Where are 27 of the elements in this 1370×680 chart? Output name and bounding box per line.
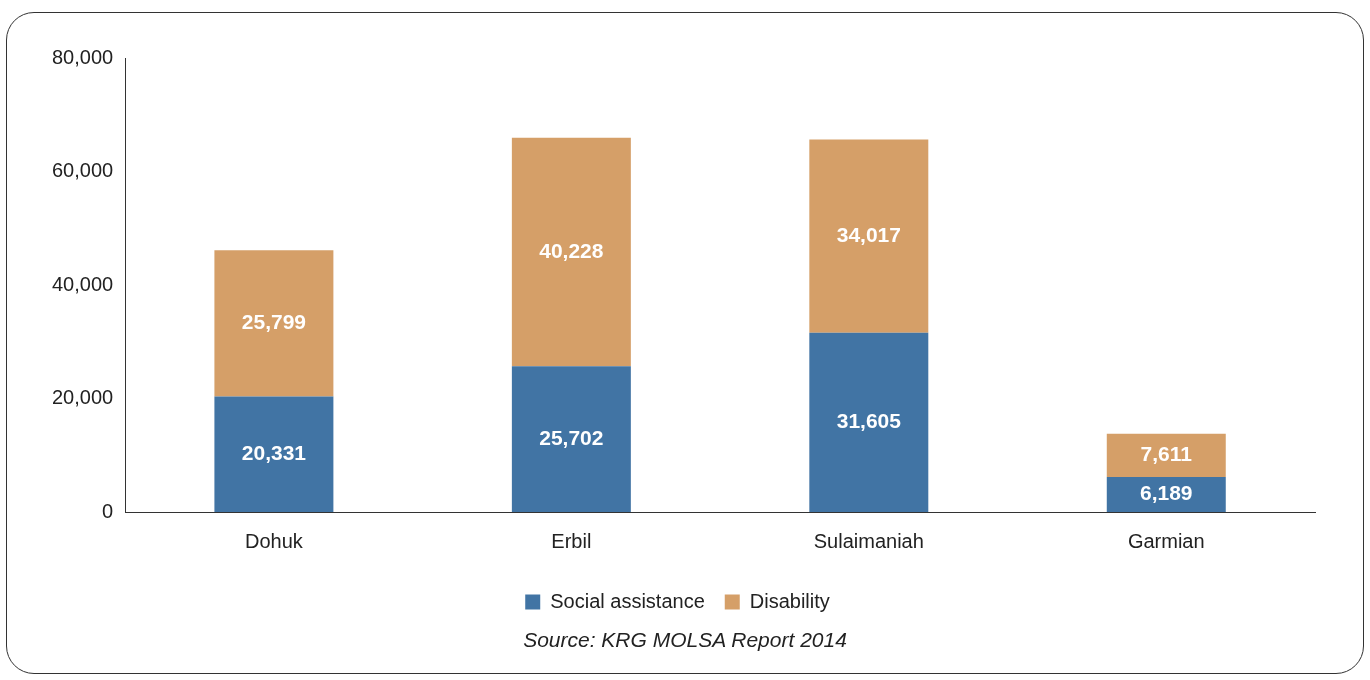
y-tick-label: 80,000 (52, 45, 114, 68)
y-tick-label: 20,000 (52, 386, 114, 409)
source-note: Source: KRG MOLSA Report 2014 (523, 627, 847, 651)
bar (214, 396, 334, 512)
x-tick-label: Sulaimaniah (813, 529, 924, 552)
data-label: 25,702 (539, 425, 604, 449)
y-tick-label: 60,000 (52, 159, 114, 182)
data-label: 31,605 (836, 409, 902, 433)
bar (809, 332, 929, 512)
bar (511, 137, 631, 367)
x-tick-label: Garmian (1127, 529, 1205, 552)
legend-label: Disability (749, 589, 830, 612)
bar (809, 139, 929, 333)
data-label: 25,799 (241, 310, 307, 334)
bar (214, 250, 334, 397)
bar (511, 366, 631, 512)
y-tick-label: 40,000 (52, 272, 114, 295)
legend-label: Social assistance (550, 589, 705, 612)
x-tick-label: Erbil (551, 529, 592, 552)
x-tick-label: Dohuk (244, 529, 304, 552)
bar (1106, 433, 1226, 477)
data-label: 20,331 (241, 441, 307, 465)
data-label: 40,228 (539, 238, 604, 262)
data-label: 6,189 (1139, 481, 1193, 505)
data-label: 7,611 (1140, 442, 1193, 466)
y-tick-label: 0 (102, 499, 114, 522)
data-label: 34,017 (836, 222, 901, 246)
